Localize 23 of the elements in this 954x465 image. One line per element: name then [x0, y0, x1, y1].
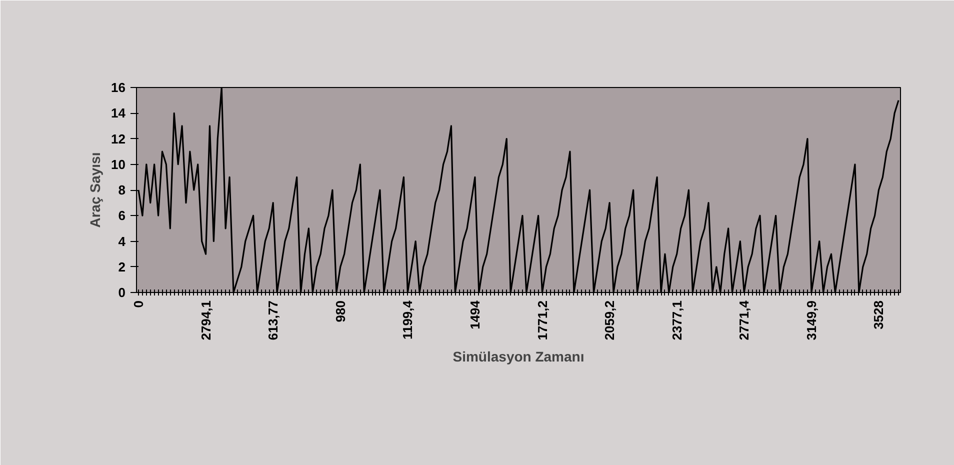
x-tick-label: 2771,4 — [736, 300, 752, 340]
x-tick-label: 1771,2 — [534, 300, 550, 340]
y-tick-label: 14 — [111, 106, 126, 121]
y-tick-label: 4 — [118, 234, 126, 249]
x-tick-label: 0 — [130, 300, 146, 308]
y-tick-label: 16 — [111, 80, 126, 95]
y-tick-label: 0 — [118, 285, 126, 300]
x-tick-label: 3149,9 — [804, 300, 819, 340]
y-axis-title: Araç Sayısı — [87, 152, 104, 228]
x-tick-label: 2377,1 — [669, 300, 684, 340]
y-tick-label: 10 — [111, 156, 126, 172]
x-tick-label: 2794,1 — [198, 300, 214, 340]
x-tick-label: 613,77 — [266, 300, 281, 340]
x-tick-label: 980 — [332, 300, 348, 322]
y-tick-label: 6 — [118, 208, 126, 224]
y-tick-label: 2 — [118, 259, 126, 274]
x-tick-label: 2059,2 — [602, 300, 618, 340]
x-axis-title: Simülasyon Zamanı — [452, 348, 584, 364]
x-tick-label: 3528 — [871, 300, 886, 330]
x-tick-label: 1494 — [467, 300, 482, 330]
y-tick-label: 12 — [111, 131, 126, 146]
x-tick-label: 1199,4 — [400, 300, 416, 340]
y-tick-label: 8 — [118, 182, 126, 198]
